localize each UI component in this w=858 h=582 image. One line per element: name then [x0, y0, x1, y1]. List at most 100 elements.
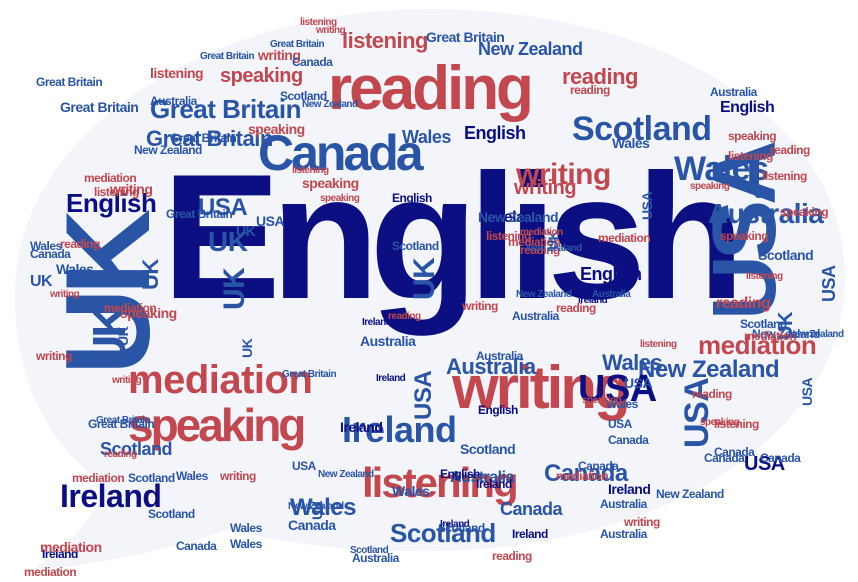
word-writing: writing [36, 349, 72, 363]
word-writing: writing [462, 299, 498, 313]
word-mediation: mediation [84, 171, 137, 185]
word-australia: Australia [600, 527, 647, 541]
word-reading: reading [492, 549, 532, 563]
word-wales: Wales [602, 350, 663, 375]
word-writing: writing [50, 289, 80, 300]
word-english: English [580, 264, 642, 284]
word-mediation: mediation [520, 227, 563, 238]
word-english: English [162, 137, 745, 336]
word-uk: UK [30, 273, 53, 290]
word-great-britain: Great Britain [426, 29, 505, 45]
word-writing: writing [452, 354, 631, 421]
word-uk: UK [218, 267, 251, 310]
word-canada: Canada [578, 459, 619, 473]
word-mediation: mediation [698, 330, 817, 360]
word-great-britain: Great Britain [170, 131, 237, 145]
word-australia: Australia [476, 349, 523, 363]
word-reading: reading [716, 295, 771, 312]
word-english: English [66, 188, 157, 218]
word-reading: reading [328, 54, 534, 123]
word-english: English [720, 99, 775, 116]
word-new-zealand: New Zealand [638, 356, 780, 383]
word-scotland: Scotland [100, 439, 173, 459]
word-australia: Australia [450, 469, 514, 486]
word-great-britain: Great Britain [146, 126, 273, 151]
word-great-britain: Great Britain [270, 39, 325, 50]
word-great-britain: Great Britain [36, 75, 103, 89]
word-speaking: speaking [128, 399, 306, 451]
word-usa: USA [410, 370, 437, 420]
word-canada: Canada [292, 55, 333, 69]
word-great-britain: Great Britain [200, 51, 255, 62]
word-mediation: mediation [40, 539, 102, 555]
word-ireland: Ireland [476, 477, 512, 491]
word-mediation: mediation [24, 565, 77, 579]
word-listening: listening [342, 28, 428, 53]
word-ireland: Ireland [42, 547, 78, 561]
word-usa: USA [578, 368, 657, 410]
word-writing: writing [110, 181, 153, 197]
word-writing: writing [258, 47, 301, 63]
word-wales: Wales [176, 469, 208, 483]
word-english: English [478, 403, 518, 417]
word-scotland: Scotland [758, 247, 814, 263]
word-uk: UK [408, 257, 441, 300]
word-new-zealand: New Zealand [478, 39, 583, 59]
word-ireland: Ireland [362, 317, 392, 328]
word-canada: Canada [760, 451, 801, 465]
word-speaking: speaking [248, 121, 305, 137]
word-usa: USA [819, 265, 839, 302]
word-usa: USA [292, 459, 316, 473]
word-canada: Canada [176, 539, 217, 553]
word-scotland: Scotland [460, 441, 516, 457]
word-listening: listening [94, 185, 139, 199]
word-speaking: speaking [120, 305, 177, 321]
word-canada: Canada [258, 125, 424, 181]
word-mediation: mediation [556, 469, 609, 483]
word-ireland: Ireland [494, 209, 543, 226]
word-reading: reading [562, 64, 638, 89]
word-ireland: Ireland [440, 519, 470, 530]
word-ireland: Ireland [60, 478, 162, 514]
word-australia: Australia [446, 354, 536, 379]
word-uk: UK [208, 226, 248, 257]
word-canada: Canada [704, 451, 745, 465]
word-english: English [464, 123, 526, 143]
word-speaking: speaking [780, 205, 829, 219]
word-scotland: Scotland [438, 521, 485, 535]
word-listening: listening [486, 229, 531, 243]
word-australia: Australia [150, 94, 197, 108]
word-australia: Australia [360, 333, 416, 349]
word-scotland: Scotland [392, 239, 439, 253]
word-mediation: mediation [598, 231, 651, 245]
word-wales: Wales [230, 521, 262, 535]
word-writing: writing [316, 25, 346, 36]
word-speaking: speaking [582, 395, 622, 406]
word-new-zealand: New Zealand [478, 209, 559, 225]
word-listening: listening [150, 65, 204, 81]
word-wales: Wales [402, 127, 451, 147]
word-wales: Wales [606, 397, 638, 411]
speech-bubble-fill [12, 6, 848, 573]
word-usa: USA [608, 417, 632, 431]
word-reading: reading [388, 311, 421, 322]
word-scotland: Scotland [572, 110, 712, 148]
word-writing: writing [112, 375, 142, 386]
word-new-zealand: New Zealand [526, 243, 582, 254]
word-ireland: Ireland [578, 295, 608, 306]
word-mediation: mediation [508, 235, 561, 249]
word-uk: UK [236, 223, 256, 239]
word-australia: Australia [512, 309, 559, 323]
word-writing: writing [514, 177, 577, 199]
word-new-zealand: New Zealand [752, 327, 820, 341]
word-australia: Australia [600, 497, 647, 511]
word-scotland: Scotland [148, 507, 195, 521]
word-great-britain: Great Britain [150, 94, 302, 124]
word-new-zealand: New Zealand [288, 501, 344, 512]
word-australia: Australia [352, 551, 399, 565]
word-usa: USA [256, 213, 285, 229]
word-usa: USA [639, 191, 655, 220]
word-great-britain: Great Britain [96, 415, 151, 426]
